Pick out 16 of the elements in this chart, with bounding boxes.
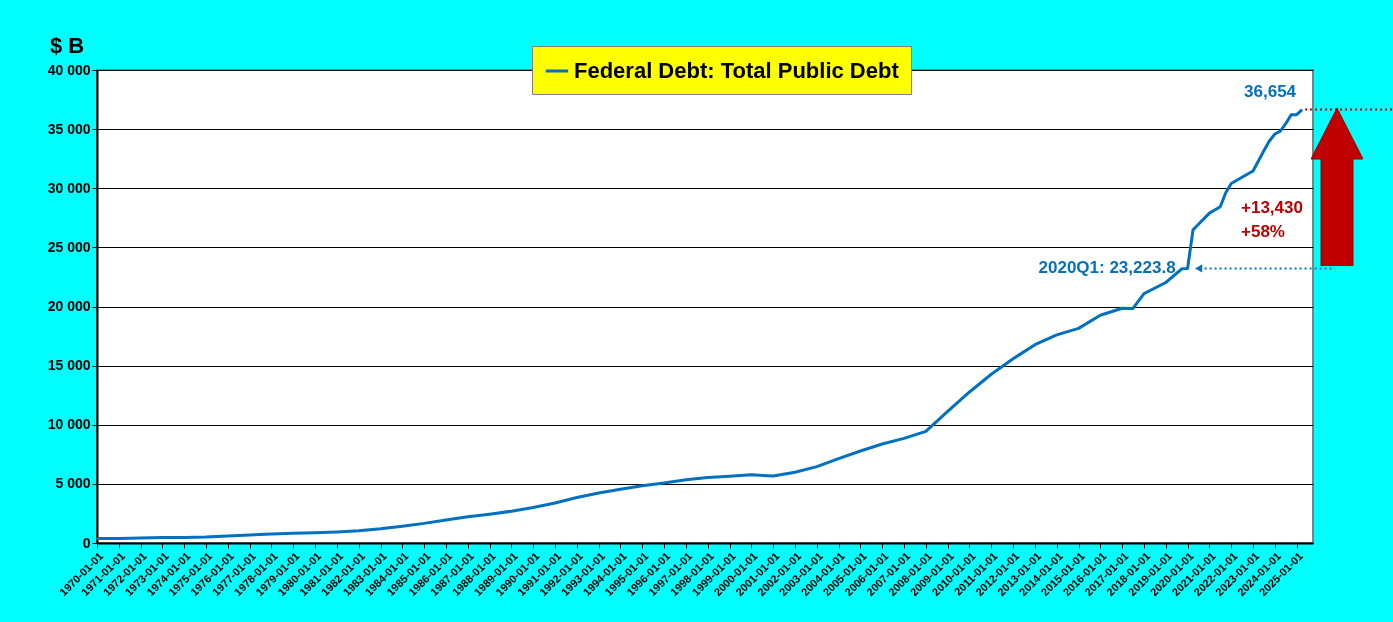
annotation: +58% <box>1241 222 1285 241</box>
annotation: +13,430 <box>1241 198 1303 217</box>
y-tick-label: 20 000 <box>47 298 91 314</box>
legend-label: Federal Debt: Total Public Debt <box>574 58 900 83</box>
y-tick-label: 25 000 <box>47 238 91 255</box>
y-tick-label: 0 <box>82 534 91 551</box>
y-tick-label: 35 000 <box>47 120 91 137</box>
y-tick-label: 10 000 <box>47 416 91 433</box>
y-tick-label: 15 000 <box>47 357 91 374</box>
y-tick-label: 30 000 <box>47 179 91 196</box>
y-tick-label: 5 000 <box>55 475 91 492</box>
annotation: 36,654 <box>1244 81 1297 101</box>
line-series <box>95 108 1304 541</box>
y-axis-title: $ B <box>50 33 85 58</box>
annotation: 2020Q1: 23,223.8 <box>1038 258 1176 278</box>
y-tick-label: 40 000 <box>47 61 91 78</box>
